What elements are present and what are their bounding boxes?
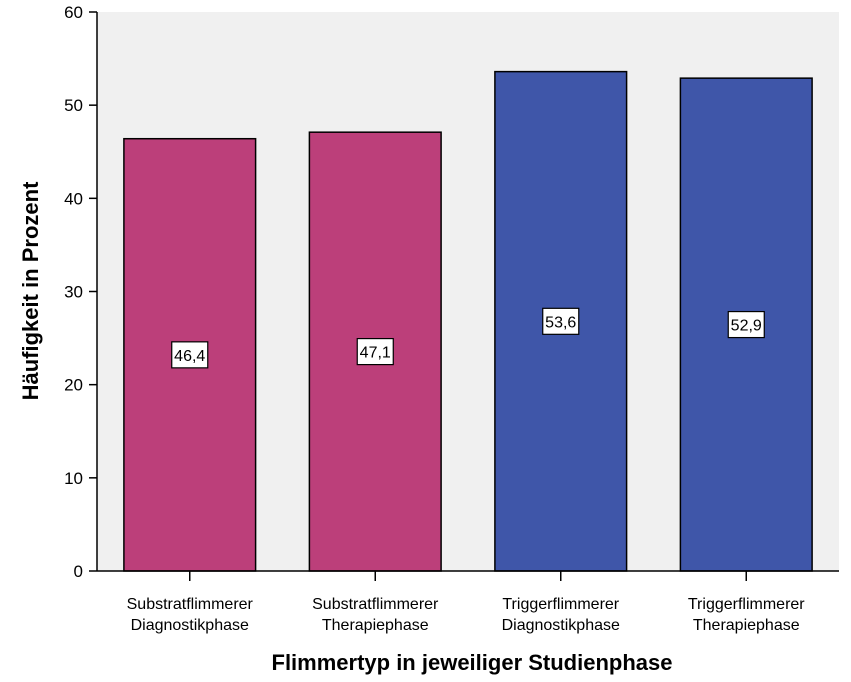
x-tick-label: Substratflimmerer Diagnostikphase <box>127 596 254 634</box>
y-tick-label: 40 <box>64 189 83 208</box>
data-label: 52,9 <box>727 310 765 339</box>
y-tick-label: 60 <box>64 3 83 22</box>
y-tick-label: 0 <box>74 562 83 581</box>
y-tick-label: 20 <box>64 376 83 395</box>
data-label: 53,6 <box>542 307 580 335</box>
x-axis-title: Flimmertyp in jeweiliger Studienphase <box>272 650 673 675</box>
svg-text:46,4: 46,4 <box>174 348 205 365</box>
y-tick-label: 50 <box>64 96 83 115</box>
svg-text:53,6: 53,6 <box>545 314 576 331</box>
y-tick-label: 10 <box>64 469 83 488</box>
y-tick-label: 30 <box>64 283 83 302</box>
x-tick-label: Substratflimmerer Therapiephase <box>312 596 439 634</box>
data-label: 46,4 <box>171 341 209 369</box>
x-tick-label: Triggerflimmerer Therapiephase <box>688 596 805 634</box>
y-axis-title: Häufigkeit in Prozent <box>18 181 43 400</box>
x-tick-label: Triggerflimmerer Diagnostikphase <box>502 596 620 634</box>
svg-text:47,1: 47,1 <box>360 345 391 362</box>
data-label: 47,1 <box>356 337 394 366</box>
svg-text:52,9: 52,9 <box>731 318 762 335</box>
